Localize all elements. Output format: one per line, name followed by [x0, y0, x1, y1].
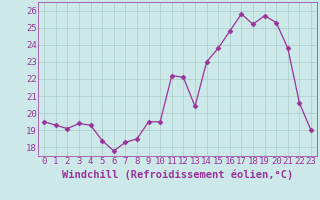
- X-axis label: Windchill (Refroidissement éolien,°C): Windchill (Refroidissement éolien,°C): [62, 169, 293, 180]
